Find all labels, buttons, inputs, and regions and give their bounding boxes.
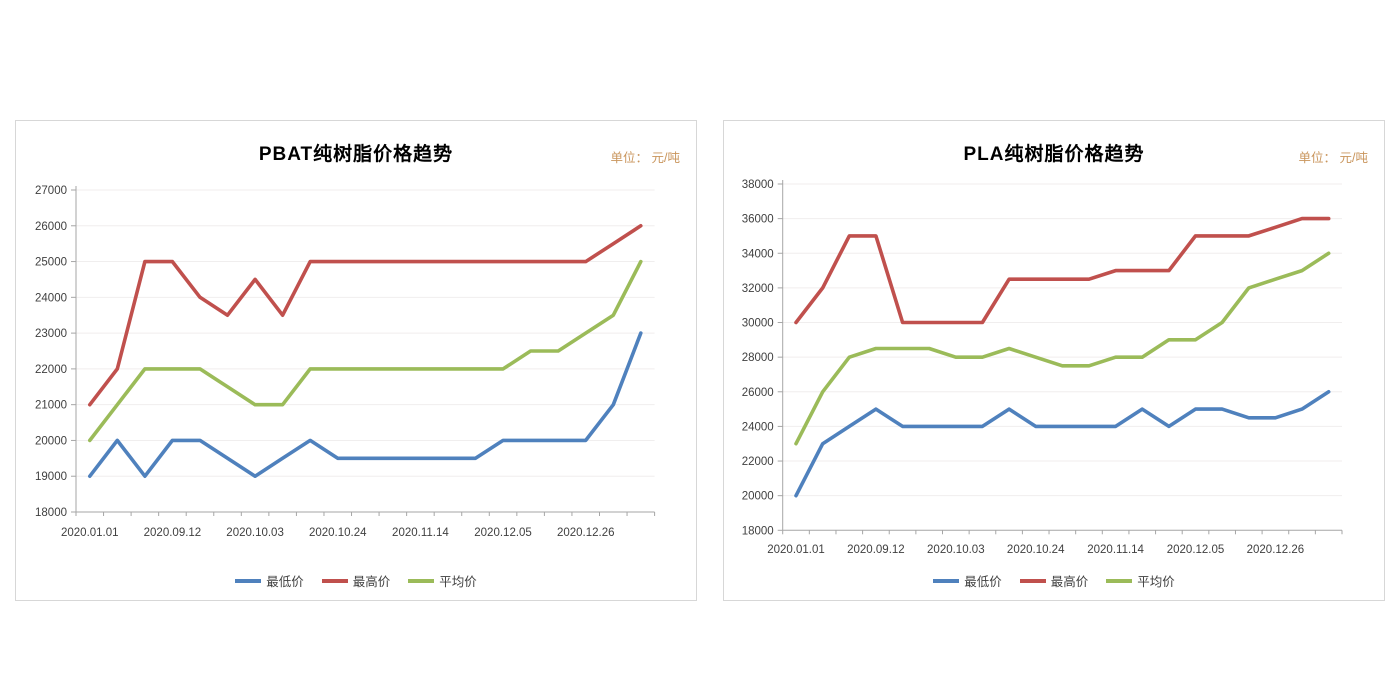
svg-text:34000: 34000 bbox=[742, 248, 774, 260]
svg-text:24000: 24000 bbox=[35, 292, 67, 304]
svg-text:2020.09.12: 2020.09.12 bbox=[144, 527, 202, 539]
legend-line-icon bbox=[235, 578, 262, 583]
axes bbox=[71, 186, 656, 516]
legend-item-min-price: 最低价 bbox=[933, 571, 1002, 590]
legend-item-avg-price: 平均价 bbox=[1106, 571, 1175, 590]
avg-price-line bbox=[794, 251, 1331, 446]
svg-text:24000: 24000 bbox=[742, 421, 774, 433]
legend-item-label: 最低价 bbox=[964, 575, 1002, 589]
y-axis-labels: 18000 19000 20000 21000 22000 23000 24000 25000… bbox=[35, 185, 67, 519]
pla-unit-label: 单位： 元/吨 bbox=[1298, 151, 1368, 165]
pbat-chart-panel: PBAT纯树脂价格趋势 单位： 元/吨 18000 19000 20000 21000… bbox=[15, 120, 697, 601]
legend-item-label: 平均价 bbox=[439, 575, 477, 589]
x-axis-labels: 2020.01.01 2020.09.12 2020.10.03 2020.10.24… bbox=[61, 527, 615, 539]
pla-chart-legend: 最低价 最高价 平均价 bbox=[724, 571, 1384, 590]
svg-text:2020.09.12: 2020.09.12 bbox=[847, 544, 905, 556]
max-price-line bbox=[88, 224, 643, 407]
svg-text:2020.10.24: 2020.10.24 bbox=[1007, 544, 1065, 556]
legend-item-label: 最高价 bbox=[1050, 575, 1089, 589]
svg-text:18000: 18000 bbox=[742, 525, 774, 537]
pla-chart-title: PLA纯树脂价格趋势 bbox=[963, 144, 1145, 165]
legend-line-icon bbox=[1019, 578, 1046, 583]
legend-line-icon bbox=[408, 578, 435, 583]
legend-item-label: 最低价 bbox=[266, 575, 304, 589]
svg-text:19000: 19000 bbox=[35, 471, 67, 483]
gridlines bbox=[76, 189, 655, 477]
svg-text:36000: 36000 bbox=[742, 214, 774, 226]
svg-text:32000: 32000 bbox=[742, 283, 774, 295]
max-price-line bbox=[794, 216, 1331, 325]
min-price-line bbox=[88, 331, 643, 479]
svg-text:21000: 21000 bbox=[35, 400, 67, 412]
legend-item-label: 最高价 bbox=[352, 575, 391, 589]
gridlines bbox=[782, 183, 1342, 497]
svg-text:26000: 26000 bbox=[742, 387, 774, 399]
svg-text:18000: 18000 bbox=[35, 507, 67, 519]
axes bbox=[777, 180, 1343, 535]
legend-item-label: 平均价 bbox=[1137, 575, 1175, 589]
svg-text:2020.01.01: 2020.01.01 bbox=[61, 527, 119, 539]
svg-text:26000: 26000 bbox=[35, 221, 67, 233]
svg-text:30000: 30000 bbox=[742, 318, 774, 330]
svg-text:28000: 28000 bbox=[742, 352, 774, 364]
pla-chart-panel: PLA纯树脂价格趋势 单位： 元/吨 18000 20000 22000 24000 2… bbox=[723, 120, 1385, 601]
svg-text:22000: 22000 bbox=[742, 456, 774, 468]
svg-text:2020.12.26: 2020.12.26 bbox=[1247, 544, 1305, 556]
svg-text:38000: 38000 bbox=[742, 179, 774, 191]
legend-line-icon bbox=[321, 578, 348, 583]
pbat-chart-title: PBAT纯树脂价格趋势 bbox=[258, 144, 454, 165]
svg-text:2020.12.26: 2020.12.26 bbox=[557, 527, 615, 539]
svg-text:2020.01.01: 2020.01.01 bbox=[767, 544, 825, 556]
pla-chart-plot: 18000 20000 22000 24000 26000 28000 30000 32000… bbox=[742, 179, 1343, 556]
svg-text:20000: 20000 bbox=[742, 491, 774, 503]
legend-item-max-price: 最高价 bbox=[321, 571, 391, 590]
legend-item-max-price: 最高价 bbox=[1019, 571, 1089, 590]
x-axis-labels: 2020.01.01 2020.09.12 2020.10.03 2020.10.24… bbox=[767, 544, 1304, 556]
legend-line-icon bbox=[933, 578, 960, 583]
legend-line-icon bbox=[1106, 578, 1133, 583]
svg-text:25000: 25000 bbox=[35, 257, 67, 269]
svg-text:27000: 27000 bbox=[35, 185, 67, 197]
svg-text:2020.10.03: 2020.10.03 bbox=[226, 527, 284, 539]
svg-text:2020.10.03: 2020.10.03 bbox=[927, 544, 985, 556]
pbat-unit-label: 单位： 元/吨 bbox=[610, 151, 680, 165]
svg-text:23000: 23000 bbox=[35, 328, 67, 340]
min-price-line bbox=[794, 389, 1331, 498]
pbat-chart-legend: 最低价 最高价 平均价 bbox=[16, 571, 696, 590]
avg-price-line bbox=[88, 259, 643, 443]
svg-text:2020.12.05: 2020.12.05 bbox=[1167, 544, 1225, 556]
legend-item-min-price: 最低价 bbox=[235, 571, 304, 590]
svg-text:2020.11.14: 2020.11.14 bbox=[392, 527, 449, 539]
svg-text:2020.10.24: 2020.10.24 bbox=[309, 527, 367, 539]
legend-item-avg-price: 平均价 bbox=[408, 571, 477, 590]
y-axis-labels: 18000 20000 22000 24000 26000 28000 30000 32000… bbox=[742, 179, 774, 537]
svg-text:2020.12.05: 2020.12.05 bbox=[474, 527, 532, 539]
svg-text:20000: 20000 bbox=[35, 435, 67, 447]
svg-text:2020.11.14: 2020.11.14 bbox=[1087, 544, 1144, 556]
svg-text:22000: 22000 bbox=[35, 364, 67, 376]
pbat-chart-plot: 18000 19000 20000 21000 22000 23000 24000 25000… bbox=[35, 185, 656, 539]
